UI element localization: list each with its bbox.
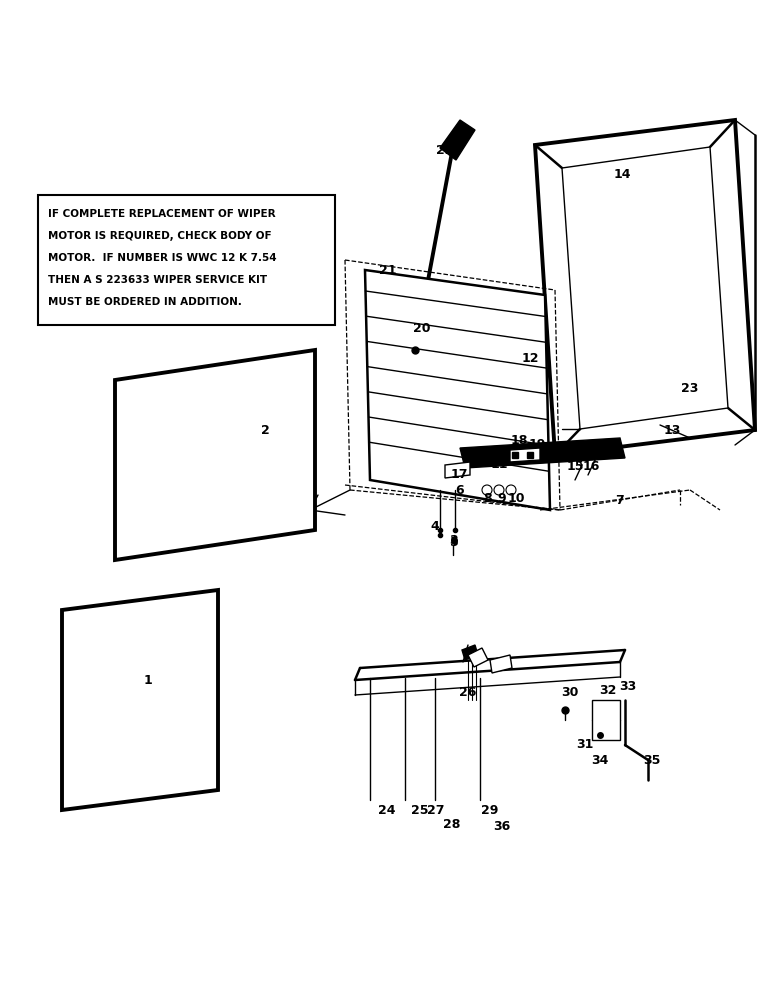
Text: 32: 32 bbox=[599, 684, 617, 696]
Text: 24: 24 bbox=[378, 804, 396, 816]
Text: 19: 19 bbox=[528, 438, 546, 452]
Bar bbox=[38, 195, 335, 325]
Text: 28: 28 bbox=[443, 818, 461, 832]
Polygon shape bbox=[490, 655, 512, 673]
Bar bbox=[592, 700, 620, 740]
Text: 26: 26 bbox=[459, 686, 476, 700]
Text: 2: 2 bbox=[261, 424, 269, 436]
Text: THEN A S 223633 WIPER SERVICE KIT: THEN A S 223633 WIPER SERVICE KIT bbox=[48, 275, 267, 285]
Text: MOTOR IS REQUIRED, CHECK BODY OF: MOTOR IS REQUIRED, CHECK BODY OF bbox=[48, 231, 272, 241]
Text: 15: 15 bbox=[566, 460, 584, 473]
Text: 13: 13 bbox=[663, 424, 681, 436]
Text: 12: 12 bbox=[521, 352, 539, 364]
Text: 34: 34 bbox=[591, 754, 608, 766]
Text: 36: 36 bbox=[493, 820, 510, 834]
Polygon shape bbox=[365, 270, 550, 510]
Text: 9: 9 bbox=[498, 491, 506, 504]
Text: IF COMPLETE REPLACEMENT OF WIPER: IF COMPLETE REPLACEMENT OF WIPER bbox=[48, 209, 276, 219]
Text: 4: 4 bbox=[431, 520, 439, 534]
Text: 18: 18 bbox=[510, 434, 528, 446]
Polygon shape bbox=[462, 645, 478, 660]
Text: 8: 8 bbox=[484, 491, 493, 504]
Text: 10: 10 bbox=[507, 491, 525, 504]
Polygon shape bbox=[62, 590, 218, 810]
Polygon shape bbox=[115, 350, 315, 560]
Text: 23: 23 bbox=[682, 381, 699, 394]
Text: 17: 17 bbox=[450, 468, 468, 481]
Circle shape bbox=[494, 485, 504, 495]
Text: 31: 31 bbox=[577, 738, 594, 752]
Text: 21: 21 bbox=[379, 263, 397, 276]
Text: 11: 11 bbox=[490, 458, 508, 471]
Circle shape bbox=[506, 485, 516, 495]
Polygon shape bbox=[510, 448, 540, 462]
Text: 5: 5 bbox=[449, 536, 459, 548]
Text: 6: 6 bbox=[455, 484, 464, 496]
Text: 14: 14 bbox=[613, 168, 631, 182]
Polygon shape bbox=[562, 147, 728, 429]
Text: MUST BE ORDERED IN ADDITION.: MUST BE ORDERED IN ADDITION. bbox=[48, 297, 242, 307]
Polygon shape bbox=[445, 462, 470, 478]
Text: 16: 16 bbox=[582, 460, 600, 473]
Text: 33: 33 bbox=[619, 680, 637, 694]
Text: 20: 20 bbox=[413, 322, 431, 334]
Text: 1: 1 bbox=[144, 674, 152, 686]
Polygon shape bbox=[468, 648, 488, 667]
Polygon shape bbox=[460, 438, 625, 468]
Text: 25: 25 bbox=[411, 804, 428, 816]
Text: 29: 29 bbox=[481, 804, 499, 816]
Text: 3: 3 bbox=[449, 534, 457, 546]
Text: 30: 30 bbox=[561, 686, 579, 700]
Text: MOTOR.  IF NUMBER IS WWC 12 K 7.54: MOTOR. IF NUMBER IS WWC 12 K 7.54 bbox=[48, 253, 276, 263]
Circle shape bbox=[482, 485, 492, 495]
Text: 7: 7 bbox=[615, 493, 625, 506]
Polygon shape bbox=[440, 120, 475, 160]
Text: 22: 22 bbox=[436, 143, 454, 156]
Polygon shape bbox=[535, 120, 755, 455]
Text: 27: 27 bbox=[427, 804, 445, 816]
Text: 35: 35 bbox=[643, 754, 661, 766]
